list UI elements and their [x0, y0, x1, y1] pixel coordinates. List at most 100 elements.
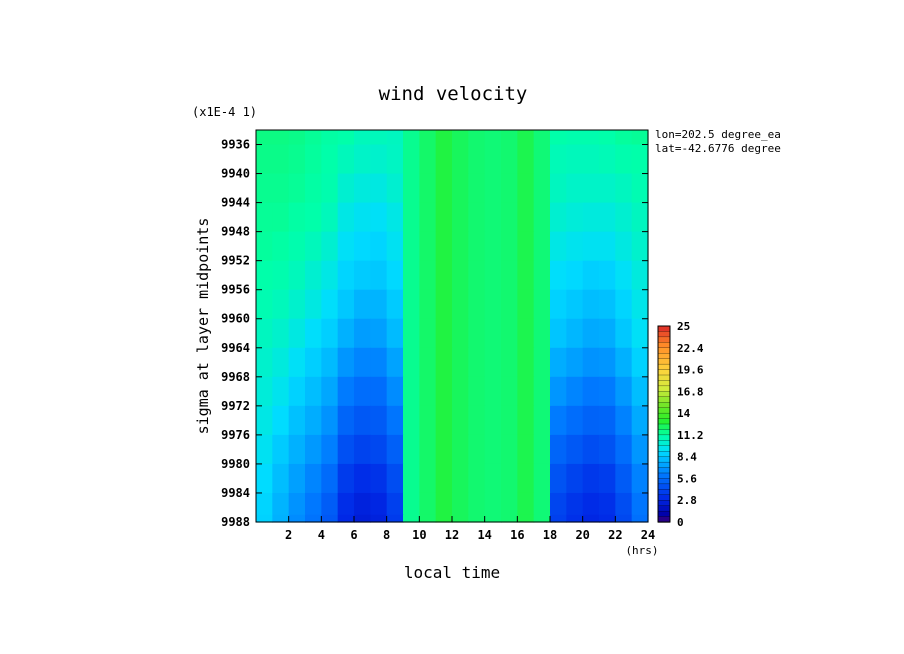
heatmap-cell: [468, 144, 486, 175]
heatmap-cell: [517, 434, 535, 465]
heatmap-cell: [337, 231, 355, 262]
heatmap-cell: [615, 231, 633, 262]
heatmap-cell: [484, 289, 502, 320]
heatmap-cell: [272, 492, 290, 516]
heatmap-cell: [256, 260, 273, 291]
colorbar-band: [657, 407, 671, 414]
heatmap-cell: [517, 144, 535, 175]
x-tick-label: 2: [285, 528, 292, 542]
heatmap-cell: [321, 376, 339, 407]
heatmap-cell: [256, 405, 273, 436]
heatmap-cell: [435, 347, 453, 378]
heatmap-cell: [305, 405, 322, 436]
heatmap-cell: [256, 130, 273, 146]
x-tick-label: 24: [641, 528, 655, 542]
colorbar-band: [657, 510, 671, 518]
annotation-lon: lon=202.5 degree_ea: [655, 128, 781, 141]
heatmap-cell: [370, 173, 388, 204]
heatmap-cell: [501, 514, 518, 523]
heatmap-cell: [288, 202, 306, 233]
heatmap-cell: [517, 318, 535, 349]
y-tick-label: 9980: [221, 457, 250, 471]
heatmap-cell: [321, 130, 339, 146]
heatmap-cell: [631, 347, 649, 378]
heatmap-cell: [403, 514, 420, 523]
heatmap-cell: [582, 318, 600, 349]
heatmap-cell: [403, 376, 420, 407]
y-tick-label: 9968: [221, 370, 250, 384]
heatmap-cell: [550, 514, 567, 523]
heatmap-cell: [533, 463, 551, 494]
heatmap-cell: [615, 144, 633, 175]
heatmap-cell: [305, 514, 322, 523]
heatmap-cell: [599, 260, 616, 291]
heatmap-cell: [631, 260, 649, 291]
colorbar-tick-label: 5.6: [677, 472, 697, 485]
heatmap-cell: [272, 260, 290, 291]
heatmap-cell: [305, 130, 322, 146]
y-tick-label: 9984: [221, 486, 250, 500]
heatmap-cell: [566, 260, 584, 291]
heatmap-cell: [305, 202, 322, 233]
heatmap-cell: [386, 130, 404, 146]
colorbar-band: [657, 374, 671, 382]
heatmap-cell: [468, 130, 486, 146]
y-tick-label: 9960: [221, 312, 250, 326]
heatmap-cell: [354, 514, 371, 523]
y-scale-note: (x1E-4 1): [192, 105, 257, 119]
heatmap-cell: [550, 130, 567, 146]
colorbar-band: [657, 363, 671, 371]
heatmap-cell: [599, 173, 616, 204]
heatmap-cell: [631, 463, 649, 494]
colorbar-band: [657, 423, 671, 431]
y-tick-label: 9948: [221, 225, 250, 239]
heatmap-cell: [321, 144, 339, 175]
heatmap-cell: [403, 463, 420, 494]
heatmap-cell: [468, 231, 486, 262]
heatmap-cell: [501, 405, 518, 436]
heatmap-cell: [550, 144, 567, 175]
y-tick-label: 9988: [221, 515, 250, 529]
heatmap-cell: [354, 130, 371, 146]
heatmap-cell: [370, 434, 388, 465]
heatmap-cell: [354, 492, 371, 516]
heatmap-cell: [419, 514, 437, 523]
colorbar-band: [657, 342, 671, 349]
heatmap-cell: [370, 376, 388, 407]
heatmap-cell: [484, 514, 502, 523]
heatmap-cell: [484, 318, 502, 349]
heatmap-cell: [419, 405, 437, 436]
heatmap-cell: [256, 318, 273, 349]
heatmap-cell: [468, 318, 486, 349]
heatmap-cell: [517, 231, 535, 262]
heatmap-cell: [256, 514, 273, 523]
heatmap-cell: [517, 405, 535, 436]
heatmap-cell: [354, 202, 371, 233]
heatmap-cell: [468, 492, 486, 516]
heatmap-cell: [419, 289, 437, 320]
y-axis: 9936 9940 9944 9948 9952 9956 9960 9964 9968 9972…: [221, 138, 648, 529]
heatmap-cell: [386, 514, 404, 523]
heatmap-cell: [305, 231, 322, 262]
heatmap-cell: [305, 289, 322, 320]
heatmap-cell: [419, 260, 437, 291]
heatmap-cell: [550, 347, 567, 378]
heatmap-cell: [386, 289, 404, 320]
heatmap-cell: [435, 318, 453, 349]
heatmap-cell: [321, 463, 339, 494]
heatmap-cell: [337, 289, 355, 320]
y-tick-label: 9972: [221, 399, 250, 413]
colorbar-band: [657, 451, 671, 458]
x-tick-label: 22: [608, 528, 622, 542]
heatmap-cell: [599, 202, 616, 233]
heatmap-cell: [615, 130, 633, 146]
heatmap-cell: [403, 260, 420, 291]
heatmap-cell: [337, 318, 355, 349]
colorbar-tick-label: 16.8: [677, 385, 704, 398]
heatmap-cell: [484, 130, 502, 146]
heatmap-cell: [452, 260, 469, 291]
x-tick-label: 10: [412, 528, 426, 542]
heatmap-cell: [533, 173, 551, 204]
heatmap-cell: [435, 231, 453, 262]
